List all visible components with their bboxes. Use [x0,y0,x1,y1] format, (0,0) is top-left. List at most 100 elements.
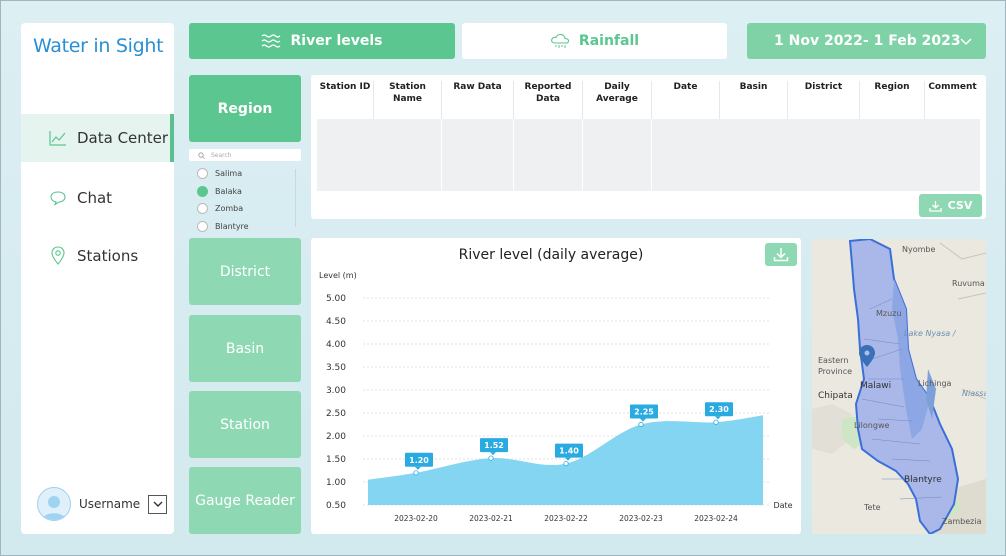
radio-button[interactable] [197,185,208,197]
y-tick-label: 2.00 [326,432,346,442]
region-option-label: Balaka [215,186,242,196]
app-logo[interactable]: Water in Sight [33,35,164,57]
download-csv-button[interactable]: CSV [919,194,982,217]
radio-button[interactable] [197,220,208,232]
download-icon [773,248,789,262]
data-point [713,419,719,425]
data-label: 2.30 [709,405,729,414]
tab-label: Rainfall [578,33,640,49]
data-point [488,455,494,461]
column-header[interactable]: Station Name [373,81,441,121]
download-chart-button[interactable] [765,243,797,266]
column-header[interactable]: District [787,81,859,121]
area-series [368,415,763,505]
map-label: Zambezia [942,517,982,526]
station-map[interactable]: Nyombe Ruvuma Mzuzu Lake Nyasa / Eastern… [812,239,986,534]
data-label-pointer [640,418,646,422]
y-tick-label: 4.00 [326,340,346,350]
data-label: 1.40 [559,447,579,456]
tab-river-levels[interactable]: River levels [189,23,455,59]
x-axis-label: Date [773,501,792,510]
data-label: 1.20 [409,456,429,465]
y-tick-label: 1.00 [326,478,346,488]
chat-bubble-icon [47,188,69,208]
column-header[interactable]: Daily Average [582,81,651,121]
date-range-select[interactable]: 1 Nov 2022- 1 Feb 2023 [747,23,986,59]
data-label-box [630,404,658,419]
data-label-box [480,438,508,453]
sidebar-item-label: Stations [77,247,139,265]
tab-rainfall[interactable]: Rainfall [462,23,727,59]
radio-button[interactable] [197,203,208,215]
column-header[interactable]: Reported Data [513,81,582,121]
column-header[interactable]: Comment [924,81,980,121]
filter-station-button[interactable]: Station [189,391,301,458]
map-label: Eastern [818,356,849,365]
region-option-blantyre[interactable]: Blantyre [197,218,249,236]
filter-gauge-reader-button[interactable]: Gauge Reader [189,467,301,534]
y-tick-label: 3.00 [326,386,346,396]
username-label: Username [79,497,141,511]
column-header[interactable]: Region [859,81,924,121]
region-option-balaka[interactable]: Balaka [197,183,249,201]
map-label: Tete [864,503,881,512]
download-icon [928,200,942,212]
y-tick-label: 0.50 [326,501,346,511]
sidebar-item-label: Chat [77,189,113,207]
region-option-zomba[interactable]: Zomba [197,200,249,218]
map-label: Blantyre [904,475,942,485]
region-option-label: Zomba [215,204,244,214]
data-label-pointer [490,452,496,456]
y-tick-label: 4.50 [326,317,346,327]
tab-label: River levels [290,33,383,49]
chart-line-icon [47,128,69,148]
y-tick-label: 2.50 [326,409,346,419]
column-header[interactable]: Raw Data [441,81,513,121]
user-dropdown-button[interactable] [148,494,168,514]
river-level-chart: River level (daily average) Level (m) 5.0… [311,238,801,534]
region-search-input[interactable]: Search [189,149,301,161]
radio-button[interactable] [197,168,208,180]
chart-title: River level (daily average) [458,247,644,263]
sidebar: Water in Sight Data Center Chat Stations… [21,23,174,534]
column-header[interactable]: Station ID [319,82,371,92]
table-row [317,119,980,155]
map-label: Ruvuma [952,279,985,288]
date-range-label: 1 Nov 2022- 1 Feb 2023 [774,33,961,49]
chevron-down-icon [153,501,163,507]
data-label: 1.52 [484,441,504,450]
data-label-box [405,452,433,467]
map-label: Lilongwe [854,421,890,430]
user-menu[interactable]: Username [37,487,168,521]
table-header: Station ID Station Name Raw Data Reporte… [317,81,980,121]
region-option-label: Blantyre [215,221,249,231]
map-marker-icon[interactable] [859,345,875,367]
map-label: Niassa [962,389,986,398]
y-tick-label: 5.00 [326,294,346,304]
filter-basin-button[interactable]: Basin [189,315,301,382]
map-label: Chipata [818,391,853,401]
map-canvas [812,239,986,534]
region-list: Salima Balaka Zomba Blantyre [197,165,249,235]
sidebar-item-stations[interactable]: Stations [21,232,174,280]
region-option-salima[interactable]: Salima [197,165,249,183]
sidebar-item-data-center[interactable]: Data Center [21,114,174,162]
water-waves-icon [261,33,281,49]
column-header[interactable]: Basin [719,81,787,121]
filter-district-button[interactable]: District [189,238,301,305]
chart-plot: Level (m) 5.00 4.50 4.00 3.50 3.00 2.50 2.00 1.5… [319,271,793,523]
column-header[interactable]: Date [651,81,719,121]
map-label: Lake Nyasa / [904,329,956,338]
sidebar-item-chat[interactable]: Chat [21,174,174,222]
map-label: Nyombe [902,245,936,254]
map-label: Lichinga [918,379,952,388]
data-label-box [555,443,583,458]
x-tick-label: 2023-02-24 [694,514,738,523]
avatar[interactable] [37,487,71,521]
data-label-pointer [415,466,421,470]
region-list-scrollbar[interactable] [295,169,296,227]
filter-region-button[interactable]: Region [189,75,301,142]
map-label: Malawi [860,381,892,391]
x-tick-label: 2023-02-22 [544,514,588,523]
